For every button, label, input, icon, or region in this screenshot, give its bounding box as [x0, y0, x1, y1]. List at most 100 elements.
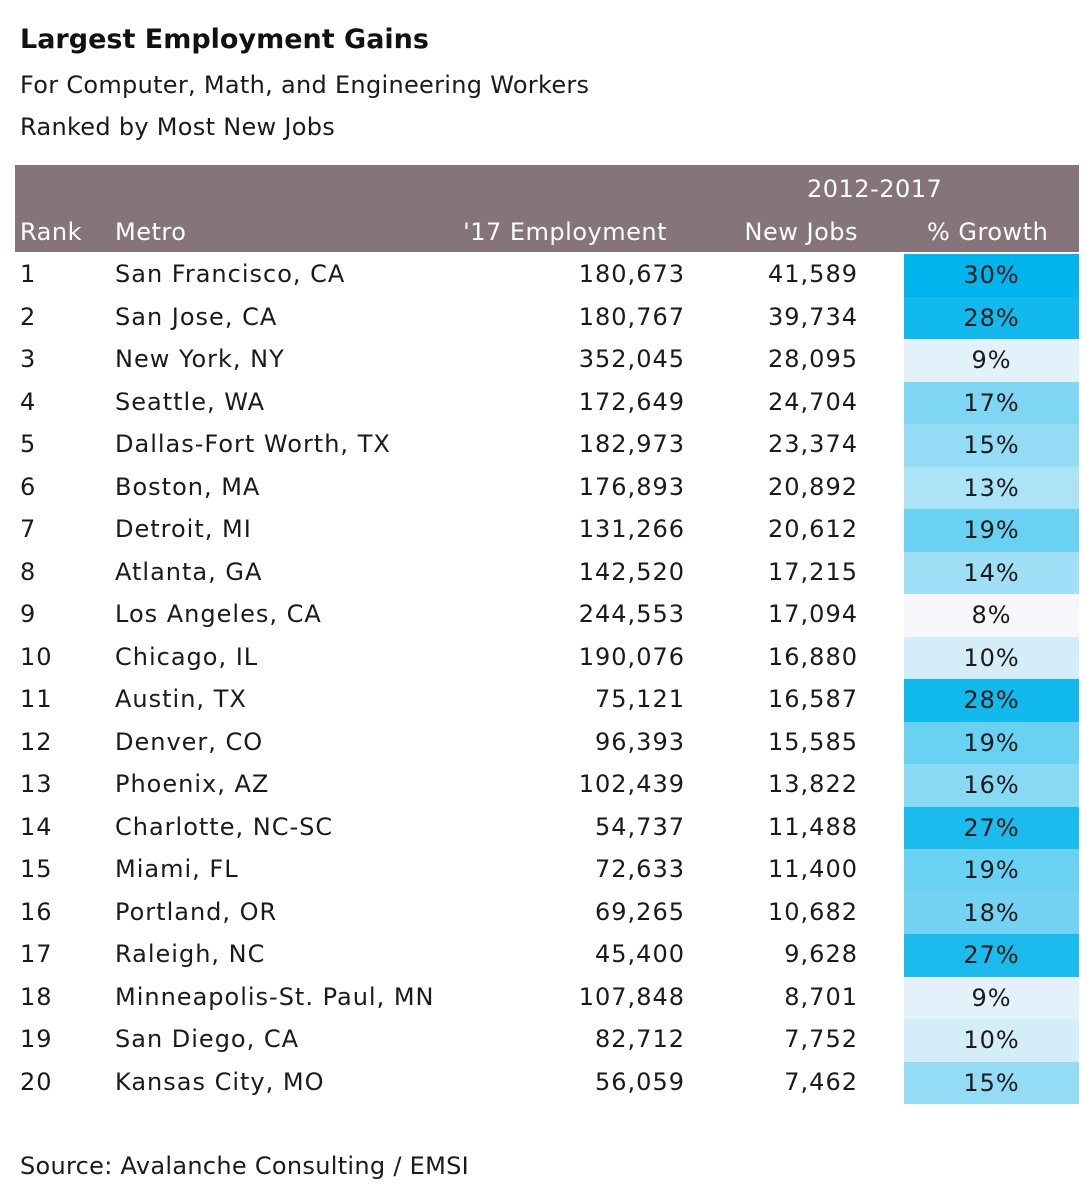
employment-cell: 107,848	[578, 982, 685, 1011]
table-row: 9 Los Angeles, CA 244,553 17,094 8%	[15, 594, 1079, 637]
rank-cell: 6	[20, 472, 37, 501]
growth-cell: 28%	[904, 296, 1079, 339]
metro-cell: New York, NY	[115, 345, 285, 373]
new-jobs-cell: 7,462	[784, 1067, 858, 1096]
metro-cell: Seattle, WA	[115, 387, 266, 416]
rank-cell: 1	[20, 260, 37, 288]
employment-cell: 54,737	[595, 812, 685, 841]
table-row: 16 Portland, OR 69,265 10,682 18%	[15, 891, 1079, 934]
table-row: 13 Phoenix, AZ 102,439 13,822 16%	[15, 764, 1079, 807]
rank-column-header: Rank	[20, 218, 82, 246]
employment-cell: 190,076	[578, 642, 685, 671]
new-jobs-cell: 16,880	[768, 642, 858, 671]
rank-cell: 15	[20, 855, 53, 883]
growth-cell: 13%	[904, 466, 1079, 509]
table-ranking-note: Ranked by Most New Jobs	[20, 113, 336, 141]
new-jobs-cell: 11,400	[768, 855, 858, 883]
employment-cell: 45,400	[595, 940, 685, 968]
new-jobs-cell: 17,215	[768, 557, 858, 586]
rank-cell: 4	[20, 387, 37, 416]
growth-cell: 15%	[904, 1061, 1079, 1104]
metro-cell: Atlanta, GA	[115, 557, 263, 586]
metro-cell: Minneapolis-St. Paul, MN	[115, 982, 435, 1011]
new-jobs-cell: 16,587	[768, 685, 858, 713]
employment-cell: 131,266	[578, 515, 685, 543]
table-row: 3 New York, NY 352,045 28,095 9%	[15, 339, 1079, 382]
table-row: 19 San Diego, CA 82,712 7,752 10%	[15, 1019, 1079, 1062]
rank-cell: 12	[20, 727, 53, 756]
metro-cell: Detroit, MI	[115, 515, 252, 543]
table-row: 4 Seattle, WA 172,649 24,704 17%	[15, 381, 1079, 424]
employment-cell: 352,045	[578, 345, 685, 373]
growth-cell: 30%	[904, 254, 1079, 297]
table-title: Largest Employment Gains	[20, 24, 429, 55]
growth-cell: 17%	[904, 381, 1079, 424]
employment-cell: 180,673	[578, 260, 685, 288]
metro-cell: Chicago, IL	[115, 642, 259, 671]
rank-cell: 18	[20, 982, 53, 1011]
table-row: 6 Boston, MA 176,893 20,892 13%	[15, 466, 1079, 509]
growth-column-header: % Growth	[927, 218, 1049, 246]
metro-cell: Phoenix, AZ	[115, 770, 270, 798]
rank-cell: 10	[20, 642, 53, 671]
new-jobs-column-header: New Jobs	[744, 218, 858, 246]
table-header: 2012-2017 Rank Metro '17 Employment New …	[15, 165, 1079, 252]
rank-cell: 17	[20, 940, 53, 968]
rank-cell: 19	[20, 1025, 53, 1053]
new-jobs-cell: 11,488	[768, 812, 858, 841]
new-jobs-cell: 10,682	[768, 897, 858, 926]
employment-cell: 182,973	[578, 430, 685, 458]
new-jobs-cell: 8,701	[784, 982, 858, 1011]
employment-cell: 176,893	[578, 472, 685, 501]
metro-cell: Kansas City, MO	[115, 1067, 325, 1096]
rank-cell: 8	[20, 557, 37, 586]
employment-cell: 96,393	[595, 727, 685, 756]
metro-cell: Denver, CO	[115, 727, 264, 756]
metro-cell: Boston, MA	[115, 472, 261, 501]
rank-cell: 5	[20, 430, 37, 458]
table-row: 12 Denver, CO 96,393 15,585 19%	[15, 721, 1079, 764]
new-jobs-cell: 20,612	[768, 515, 858, 543]
metro-cell: Miami, FL	[115, 855, 239, 883]
new-jobs-cell: 17,094	[768, 600, 858, 628]
new-jobs-cell: 39,734	[768, 302, 858, 331]
metro-column-header: Metro	[115, 218, 187, 246]
table-row: 2 San Jose, CA 180,767 39,734 28%	[15, 296, 1079, 339]
table-row: 17 Raleigh, NC 45,400 9,628 27%	[15, 934, 1079, 977]
employment-cell: 72,633	[595, 855, 685, 883]
table-row: 18 Minneapolis-St. Paul, MN 107,848 8,701 9%	[15, 976, 1079, 1019]
rank-cell: 13	[20, 770, 53, 798]
growth-cell: 19%	[904, 721, 1079, 764]
employment-cell: 142,520	[578, 557, 685, 586]
growth-cell: 10%	[904, 1019, 1079, 1062]
growth-cell: 28%	[904, 679, 1079, 722]
metro-cell: San Diego, CA	[115, 1025, 300, 1053]
employment-cell: 75,121	[595, 685, 685, 713]
employment-cell: 56,059	[595, 1067, 685, 1096]
source-note: Source: Avalanche Consulting / EMSI	[20, 1152, 470, 1180]
period-header: 2012-2017	[807, 175, 943, 203]
new-jobs-cell: 9,628	[784, 940, 858, 968]
growth-cell: 14%	[904, 551, 1079, 594]
rank-cell: 11	[20, 685, 53, 713]
rank-cell: 7	[20, 515, 37, 543]
rank-cell: 3	[20, 345, 37, 373]
table-row: 14 Charlotte, NC-SC 54,737 11,488 27%	[15, 806, 1079, 849]
growth-cell: 27%	[904, 806, 1079, 849]
rank-cell: 9	[20, 600, 37, 628]
table-row: 1 San Francisco, CA 180,673 41,589 30%	[15, 254, 1079, 297]
employment-cell: 82,712	[595, 1025, 685, 1053]
employment-cell: 69,265	[595, 897, 685, 926]
metro-cell: Charlotte, NC-SC	[115, 812, 334, 841]
table-row: 8 Atlanta, GA 142,520 17,215 14%	[15, 551, 1079, 594]
metro-cell: Austin, TX	[115, 685, 247, 713]
growth-cell: 9%	[904, 976, 1079, 1019]
table-subtitle: For Computer, Math, and Engineering Work…	[20, 71, 590, 99]
growth-cell: 27%	[904, 934, 1079, 977]
growth-cell: 19%	[904, 849, 1079, 892]
growth-cell: 9%	[904, 339, 1079, 382]
metro-cell: San Jose, CA	[115, 302, 278, 331]
employment-cell: 102,439	[578, 770, 685, 798]
new-jobs-cell: 24,704	[768, 387, 858, 416]
new-jobs-cell: 20,892	[768, 472, 858, 501]
